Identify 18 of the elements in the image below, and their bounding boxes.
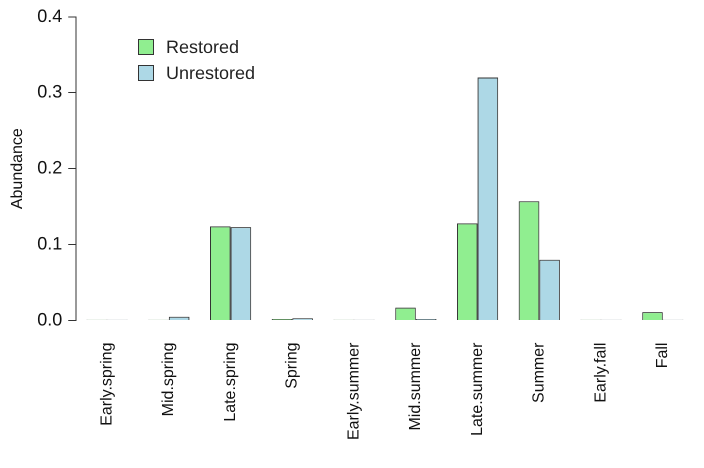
y-tick-label: 0.3 [37, 82, 62, 102]
y-tick-label: 0.1 [37, 234, 62, 254]
x-tick-label: Early.summer [345, 342, 362, 440]
legend-label: Unrestored [166, 62, 256, 85]
x-tick-label: Mid.spring [160, 342, 178, 416]
x-tick-label: Fall [654, 342, 672, 368]
y-tick-label: 0.4 [37, 6, 62, 26]
y-axis-title: Abundance [9, 128, 26, 210]
x-tick-label: Spring [284, 342, 301, 389]
y-tick-label: 0.2 [37, 158, 62, 178]
y-tick-label: 0.0 [37, 309, 62, 330]
x-tick-label: Late.summer [468, 342, 486, 436]
x-tick-label: Summer [530, 342, 548, 403]
x-tick-label: Early.spring [98, 342, 116, 426]
x-tick-label: Late.spring [222, 342, 239, 422]
x-tick-label: Early.fall [592, 342, 610, 403]
legend-label: Restored [166, 36, 240, 59]
x-tick-label: Mid.summer [407, 342, 424, 431]
